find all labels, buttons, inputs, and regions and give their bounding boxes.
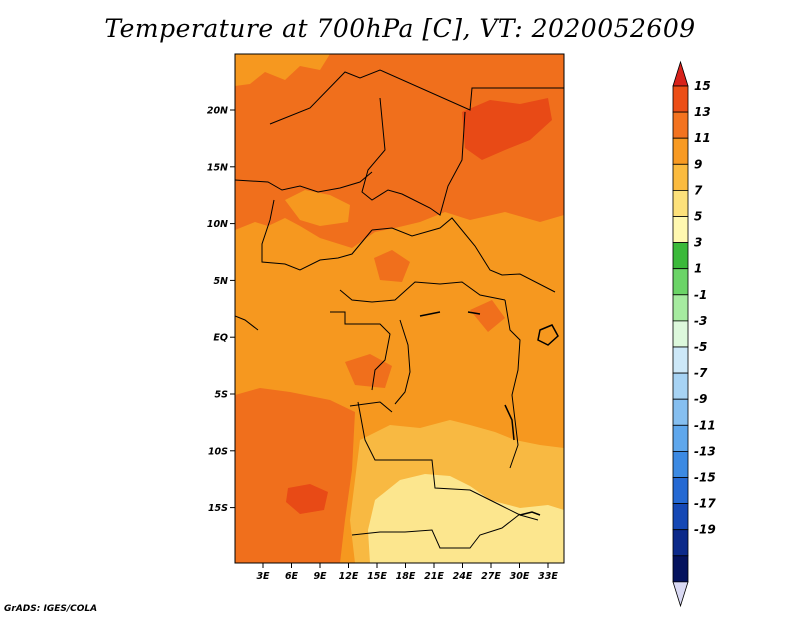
colorbar-box xyxy=(672,555,689,583)
lon-tick-label: 24E xyxy=(453,571,473,582)
field-9-11-chad-patch xyxy=(285,190,350,226)
colorbar-label: 7 xyxy=(694,183,703,197)
colorbar-box xyxy=(672,111,689,139)
field-5-7-south xyxy=(368,474,564,563)
colorbar-box xyxy=(672,503,689,531)
lon-tick-label: 21E xyxy=(424,571,444,582)
colorbar-box xyxy=(672,137,689,165)
lon-tick-label: 18E xyxy=(396,571,416,582)
colorbar-box xyxy=(672,477,689,505)
colorbar-bottom-arrow xyxy=(672,581,689,608)
colorbar-label: 9 xyxy=(694,157,702,171)
lon-tick-label: 6E xyxy=(285,571,299,582)
field-13-15-southwest xyxy=(286,484,328,514)
colorbar: 15 13 11 9 7 5 3 1 -1 -3 -5 -7 -9 -11 -13 -15 -17 -19 xyxy=(672,60,716,608)
colorbar-label: -7 xyxy=(694,366,708,380)
colorbar-box xyxy=(672,372,689,400)
lon-tick-label: 30E xyxy=(510,571,530,582)
lat-tick-label: 15S xyxy=(208,503,228,514)
colorbar-box xyxy=(672,294,689,322)
colorbar-box xyxy=(672,242,689,270)
map-title: Temperature at 700hPa [C], VT: 202005260… xyxy=(104,14,696,43)
colorbar-label: 5 xyxy=(694,210,702,224)
colorbar-box xyxy=(672,450,689,478)
colorbar-label: 3 xyxy=(694,236,702,250)
colorbar-box xyxy=(672,216,689,244)
lon-tick-label: 3E xyxy=(256,571,270,582)
lon-tick-label: 15E xyxy=(367,571,387,582)
colorbar-label: -15 xyxy=(694,471,716,485)
lat-tick-label: 5N xyxy=(213,276,228,287)
colorbar-label: -13 xyxy=(694,444,716,458)
colorbar-label: 1 xyxy=(694,262,702,276)
colorbar-label: 13 xyxy=(694,105,711,119)
colorbar-box xyxy=(672,424,689,452)
colorbar-label: -3 xyxy=(694,314,707,328)
colorbar-box xyxy=(672,320,689,348)
lat-tick-label: 15N xyxy=(207,162,228,173)
lat-tick-label: EQ xyxy=(213,333,228,344)
colorbar-box xyxy=(672,268,689,296)
field-11-13-central-c xyxy=(470,300,505,332)
lat-tick-label: 10N xyxy=(207,219,228,230)
colorbar-label: -1 xyxy=(694,288,707,302)
latitude-axis: 20N 15N 10N 5N EQ 5S 10S 15S xyxy=(207,106,235,514)
colorbar-box xyxy=(672,398,689,426)
colorbar-box xyxy=(672,529,689,557)
map-frame xyxy=(234,53,565,564)
colorbar-label: -17 xyxy=(694,497,716,511)
longitude-axis: 3E 6E 9E 12E 15E 18E 21E 24E 27E 30E 33E xyxy=(256,563,558,582)
country-borders xyxy=(235,69,564,549)
lon-tick-label: 12E xyxy=(339,571,359,582)
colorbar-label: -9 xyxy=(694,392,707,406)
field-11-13-central-a xyxy=(374,250,410,282)
lat-tick-label: 20N xyxy=(207,106,228,117)
colorbar-box xyxy=(672,85,689,113)
lat-tick-label: 10S xyxy=(208,446,228,457)
lon-tick-label: 27E xyxy=(481,571,501,582)
colorbar-label: 11 xyxy=(694,131,711,145)
field-11-13-southwest xyxy=(235,388,355,563)
colorbar-label: -19 xyxy=(694,523,716,537)
colorbar-box xyxy=(672,346,689,374)
colorbar-label: 15 xyxy=(694,79,711,93)
lon-tick-label: 9E xyxy=(313,571,327,582)
colorbar-label: -11 xyxy=(694,418,716,432)
field-13-15-core xyxy=(462,98,552,160)
grads-credit: GrADS: IGES/COLA xyxy=(4,604,98,614)
colorbar-label: -5 xyxy=(694,340,707,354)
field-9-11-sahel-patch xyxy=(235,54,330,86)
colorbar-box xyxy=(672,163,689,191)
lat-tick-label: 5S xyxy=(215,390,229,401)
colorbar-top-arrow xyxy=(672,60,689,87)
temperature-field xyxy=(235,54,564,563)
field-11-13-central-b xyxy=(345,354,392,388)
lon-tick-label: 33E xyxy=(538,571,558,582)
colorbar-box xyxy=(672,189,689,217)
